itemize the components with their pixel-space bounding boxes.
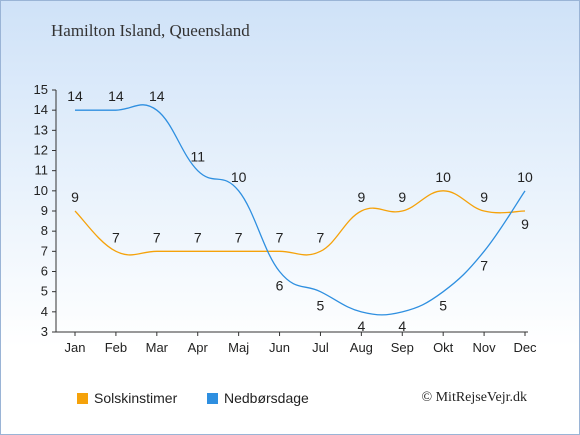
y-tick-label: 7 [41,243,48,258]
y-tick-label: 15 [34,82,48,97]
y-tick-label: 6 [41,264,48,279]
y-tick-label: 8 [41,223,48,238]
x-tick-label: Maj [228,340,249,355]
series-line-rain [75,104,526,316]
y-tick-label: 10 [34,183,48,198]
rain-swatch [207,392,218,404]
data-label-rain: 11 [190,149,205,165]
x-tick-label: Sep [391,340,414,355]
series-lines [74,104,526,316]
data-label-sun: 7 [276,229,284,245]
data-label-rain: 14 [67,88,83,104]
data-label-rain: 7 [480,257,488,273]
x-tick-label: Apr [188,340,209,355]
data-label-sun: 7 [112,229,120,245]
data-label-sun: 7 [235,229,243,245]
data-label-rain: 4 [398,318,406,334]
x-tick-label: Dec [513,340,537,355]
series-line-sun [74,190,526,256]
y-tick-label: 12 [34,143,48,158]
legend-label-sun: Solskinstimer [94,390,178,406]
x-tick-label: Nov [473,340,497,355]
data-labels: 9 7 7 7 7 7 7 9 9 10 9 9 14 14 14 11 10 6 5 4 4 5 7 10 [67,88,533,334]
y-tick-label: 11 [35,163,49,178]
y-tick-label: 5 [41,284,48,299]
x-tick-label: Jun [269,340,290,355]
data-label-sun: 10 [435,169,451,185]
data-label-sun: 9 [398,189,406,205]
data-label-sun: 9 [480,189,488,205]
legend-item-sun: Solskinstimer [77,390,177,406]
sun-swatch [77,392,88,404]
y-tick-label: 14 [34,102,48,117]
data-label-rain: 5 [317,298,325,314]
x-tick-label: Feb [105,340,127,355]
data-label-rain: 4 [357,318,365,334]
x-tick-label: Jan [65,340,86,355]
legend-item-rain: Nedbørsdage [207,390,309,406]
x-tick-label: Okt [433,340,454,355]
data-label-sun: 9 [357,189,365,205]
x-tick-label: Aug [350,340,373,355]
data-label-sun: 7 [194,229,202,245]
data-label-sun: 9 [521,216,529,232]
x-tick-label: Mar [146,340,169,355]
data-label-rain: 6 [276,278,284,294]
y-tick-label: 4 [41,304,48,319]
axes: 3 4 5 6 7 8 9 10 11 12 13 14 15 Jan Feb Mar Apr Maj Jun Jul… [34,82,538,355]
x-tick-label: Jul [312,340,329,355]
data-label-rain: 14 [149,88,165,104]
y-tick-label: 9 [41,203,48,218]
y-tick-label: 13 [34,122,48,137]
y-tick-label: 3 [41,324,48,339]
copyright: © MitRejseVejr.dk [421,390,527,405]
data-label-rain: 14 [108,88,124,104]
data-label-rain: 5 [439,298,447,314]
data-label-sun: 7 [153,229,161,245]
legend-label-rain: Nedbørsdage [224,390,309,406]
chart-title: Hamilton Island, Queensland [51,21,250,40]
data-label-sun: 9 [71,189,79,205]
data-label-rain: 10 [231,169,247,185]
data-label-sun: 7 [317,229,325,245]
data-label-rain: 10 [517,169,533,185]
